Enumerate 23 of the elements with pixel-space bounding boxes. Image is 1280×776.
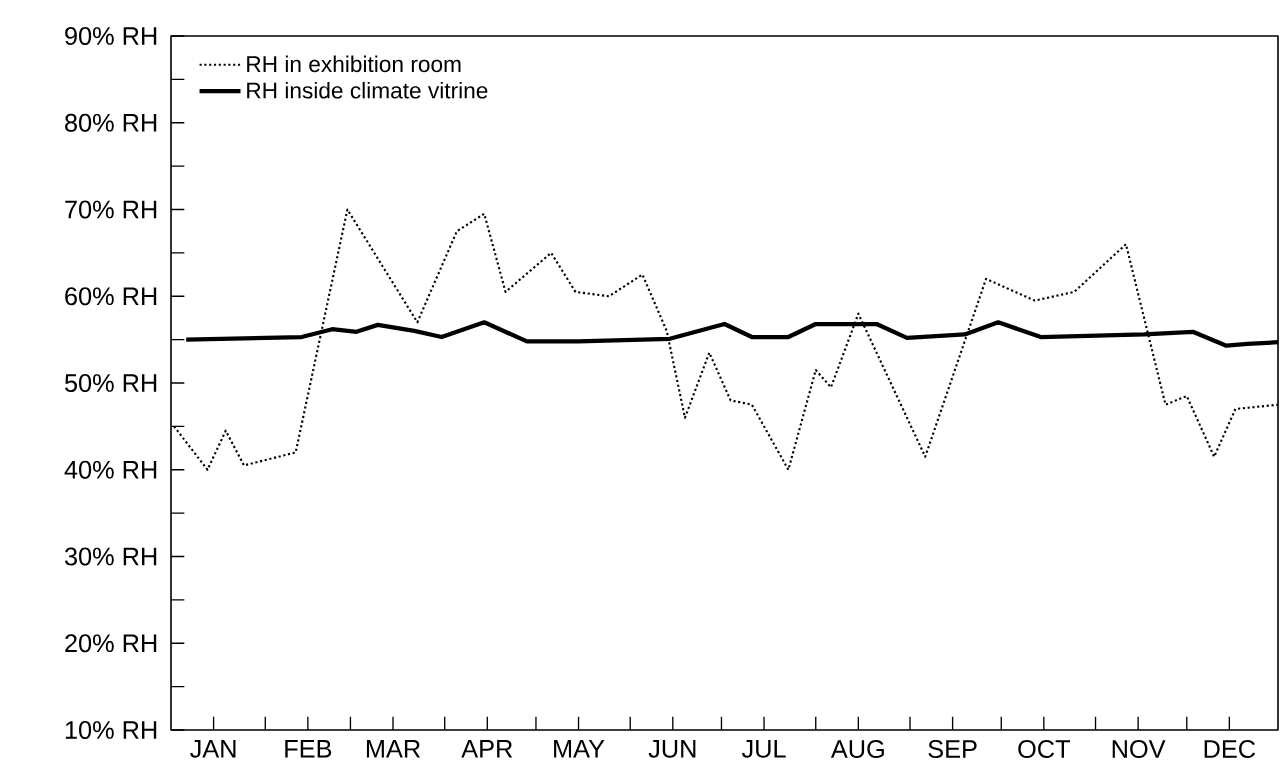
x-tick-label: JUN xyxy=(648,740,696,758)
x-tick-label: NOV xyxy=(1112,740,1166,758)
x-tick-label: MAR xyxy=(366,740,420,758)
x-tick-label: SEP xyxy=(928,740,977,758)
x-tick-label: FEB xyxy=(285,740,332,758)
legend-label: RH in exhibition room xyxy=(247,55,461,73)
legend-label: RH inside climate vitrine xyxy=(247,81,488,99)
x-tick-label: MAY xyxy=(554,740,605,758)
y-tick-label: 90% RH xyxy=(65,27,157,45)
x-tick-label: DEC xyxy=(1204,740,1256,758)
x-tick-label: APR xyxy=(461,740,513,758)
y-tick-label: 80% RH xyxy=(65,113,157,132)
x-tick-label: AUG xyxy=(830,740,884,758)
y-tick-label: 50% RH xyxy=(64,374,157,392)
x-tick-label: JUL xyxy=(741,740,786,758)
x-tick-label: JAN xyxy=(190,740,236,758)
y-tick-label: 40% RH xyxy=(64,460,157,479)
y-tick-label: 60% RH xyxy=(65,287,157,306)
x-tick-label: OCT xyxy=(1018,740,1070,758)
y-tick-label: 10% RH xyxy=(65,721,157,739)
y-tick-label: 30% RH xyxy=(64,547,157,566)
y-tick-label: 20% RH xyxy=(65,634,157,653)
y-tick-label: 70% RH xyxy=(65,200,157,219)
